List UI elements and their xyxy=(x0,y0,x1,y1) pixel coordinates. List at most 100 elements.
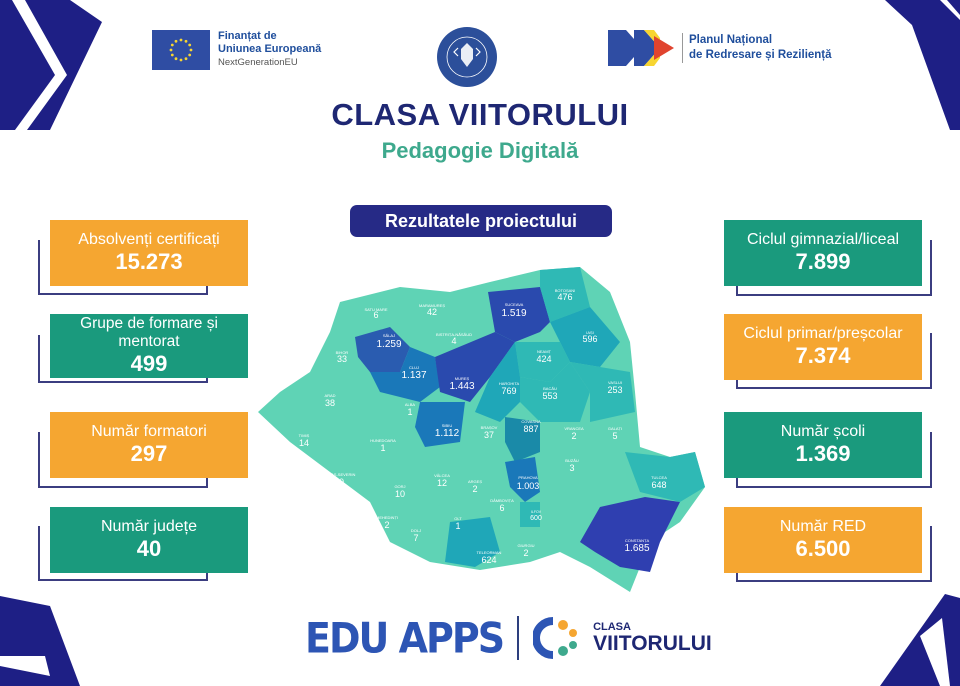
corner-chevron-top-right xyxy=(865,0,960,130)
svg-text:769: 769 xyxy=(501,386,516,396)
clasa-text: CLASA xyxy=(593,621,631,633)
svg-text:GALAȚI: GALAȚI xyxy=(608,426,622,431)
svg-text:CLUJ: CLUJ xyxy=(409,365,419,370)
svg-text:VASLUI: VASLUI xyxy=(608,380,622,385)
pnrr-line2: de Redresare și Reziliență xyxy=(689,49,832,61)
svg-text:424: 424 xyxy=(536,354,551,364)
stat-label: Ciclul gimnazial/liceal xyxy=(746,231,900,248)
svg-text:1.112: 1.112 xyxy=(435,428,460,439)
svg-text:NEAMȚ: NEAMȚ xyxy=(537,349,552,354)
svg-text:624: 624 xyxy=(481,555,496,565)
svg-text:6: 6 xyxy=(373,310,378,320)
svg-text:IAȘI: IAȘI xyxy=(586,330,594,335)
eu-flag-icon xyxy=(152,30,210,70)
svg-text:600: 600 xyxy=(530,515,542,522)
svg-text:ILFOV: ILFOV xyxy=(531,510,542,514)
svg-text:TELEORMAN: TELEORMAN xyxy=(477,550,502,555)
stat-label: Număr școli xyxy=(780,423,866,440)
stat-label: Număr formatori xyxy=(91,423,207,440)
logo-divider xyxy=(517,616,520,660)
svg-text:PRAHOVA: PRAHOVA xyxy=(518,475,538,480)
svg-text:COVASNA: COVASNA xyxy=(521,419,541,424)
viitorului-text: VIITORULUI xyxy=(593,632,712,655)
svg-text:2: 2 xyxy=(523,548,528,558)
svg-text:MUREȘ: MUREȘ xyxy=(455,376,470,381)
svg-text:SIBIU: SIBIU xyxy=(442,423,453,428)
corner-chevron-bottom-left xyxy=(0,576,90,686)
stat-card-judete: Număr județe 40 xyxy=(50,507,248,573)
svg-text:1.003: 1.003 xyxy=(517,481,540,491)
government-seal-icon xyxy=(436,26,498,88)
svg-text:CARAȘ-SEVERIN: CARAȘ-SEVERIN xyxy=(323,472,356,477)
stat-label: Număr județe xyxy=(100,518,198,535)
svg-text:CONSTANȚA: CONSTANȚA xyxy=(625,538,650,543)
svg-text:37: 37 xyxy=(484,430,494,440)
svg-text:MARAMUREȘ: MARAMUREȘ xyxy=(419,303,445,308)
stat-label: Număr RED xyxy=(779,518,867,535)
edu-apps-logo: EDU APPS xyxy=(305,613,505,663)
svg-text:253: 253 xyxy=(607,385,622,395)
pnrr-logo: Planul Național de Redresare și Rezilien… xyxy=(608,30,832,66)
romania-county-map: SATU MARE 6 MARAMUREȘ 42 SUCEAVA 1.519 BOTO… xyxy=(250,262,720,592)
svg-text:2: 2 xyxy=(472,484,477,494)
eu-logo-line3: NextGenerationEU xyxy=(218,57,298,68)
svg-text:1.137: 1.137 xyxy=(401,370,426,381)
stat-value: 7.374 xyxy=(795,343,851,368)
stat-value: 499 xyxy=(130,351,168,376)
svg-text:596: 596 xyxy=(582,334,597,344)
svg-text:BACĂU: BACĂU xyxy=(543,386,557,391)
svg-text:10: 10 xyxy=(395,489,405,499)
footer-logos: EDU APPS CLASA VIITORULUI xyxy=(305,613,712,663)
stat-value: 297 xyxy=(130,441,168,466)
stat-value: 40 xyxy=(136,536,162,561)
page-title: CLASA VIITORULUI xyxy=(331,97,629,132)
stat-card-primar: Ciclul primar/preșcolar 7.374 xyxy=(724,314,922,380)
svg-text:1.685: 1.685 xyxy=(624,543,649,554)
svg-text:BIHOR: BIHOR xyxy=(336,350,349,355)
svg-text:1: 1 xyxy=(407,407,412,417)
svg-text:1.443: 1.443 xyxy=(449,381,474,392)
pnrr-line1: Planul Național xyxy=(689,34,773,46)
stat-card-red: Număr RED 6.500 xyxy=(724,507,922,573)
clasa-viitorului-icon xyxy=(533,617,578,659)
svg-text:ARAD: ARAD xyxy=(324,393,335,398)
svg-text:2: 2 xyxy=(384,520,389,530)
corner-chevron-top-left xyxy=(0,0,110,130)
svg-text:GIURGIU: GIURGIU xyxy=(517,543,534,548)
stat-card-grupe: Grupe de formare și mentorat 499 xyxy=(50,314,248,378)
svg-text:VRANCEA: VRANCEA xyxy=(564,426,584,431)
stat-value: 7.899 xyxy=(795,249,851,274)
pnrr-arrows-icon xyxy=(608,30,674,66)
svg-text:42: 42 xyxy=(427,307,437,317)
svg-text:TULCEA: TULCEA xyxy=(651,475,667,480)
svg-text:DÂMBOVIȚA: DÂMBOVIȚA xyxy=(490,498,514,503)
svg-text:SĂLAJ: SĂLAJ xyxy=(383,333,395,338)
svg-text:648: 648 xyxy=(651,480,666,490)
stat-card-absolventi: Absolvenți certificați 15.273 xyxy=(50,220,248,286)
svg-text:1: 1 xyxy=(455,521,460,531)
stat-label: Absolvenți certificați xyxy=(78,231,220,248)
eu-logo-line2: Uniunea Europeană xyxy=(218,43,322,55)
svg-text:SUCEAVA: SUCEAVA xyxy=(505,302,524,307)
section-label: Rezultatele proiectului xyxy=(350,205,612,237)
svg-text:BUZĂU: BUZĂU xyxy=(565,458,579,463)
svg-text:DOLJ: DOLJ xyxy=(411,528,421,533)
stat-label: Grupe de formare și mentorat xyxy=(80,315,218,350)
stat-value: 15.273 xyxy=(115,249,183,274)
svg-text:BRAȘOV: BRAȘOV xyxy=(481,425,498,430)
stat-card-gimnazial: Ciclul gimnazial/liceal 7.899 xyxy=(724,220,922,286)
svg-text:5: 5 xyxy=(612,431,617,441)
stat-card-formatori: Număr formatori 297 xyxy=(50,412,248,478)
svg-text:2: 2 xyxy=(571,431,576,441)
stat-value: 6.500 xyxy=(795,536,851,561)
svg-text:HARGHITA: HARGHITA xyxy=(499,381,520,386)
svg-text:12: 12 xyxy=(437,478,447,488)
svg-text:40: 40 xyxy=(334,477,344,487)
svg-text:HUNEDOARA: HUNEDOARA xyxy=(370,438,396,443)
svg-text:6: 6 xyxy=(499,503,504,513)
svg-text:887: 887 xyxy=(523,424,538,434)
svg-text:MEHEDINȚI: MEHEDINȚI xyxy=(376,515,398,520)
svg-text:38: 38 xyxy=(325,398,335,408)
stat-label: Ciclul primar/preșcolar xyxy=(743,325,903,342)
